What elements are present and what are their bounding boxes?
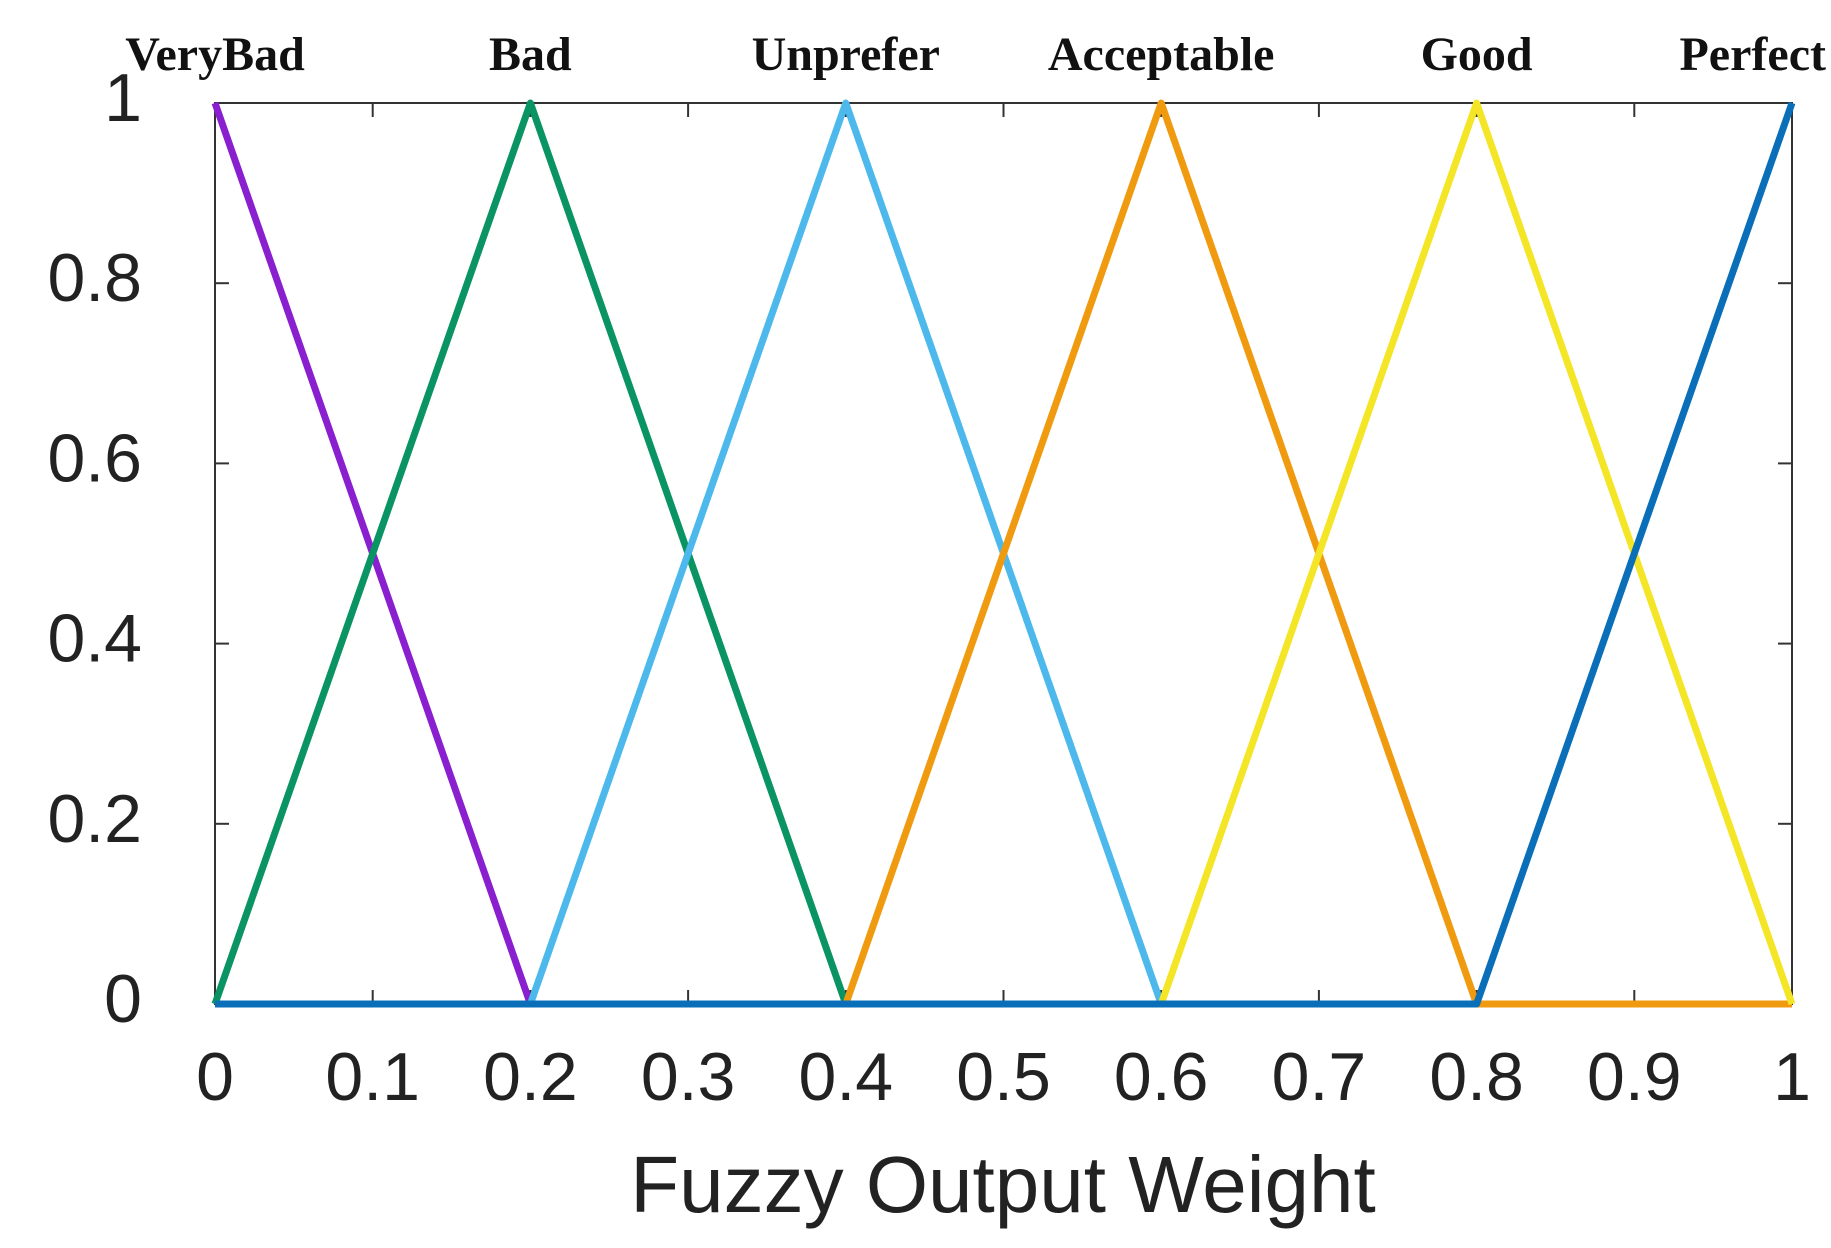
series-label: Good	[1421, 28, 1533, 81]
x-axis-label: Fuzzy Output Weight	[630, 1140, 1376, 1229]
x-tick-label: 0.7	[1272, 1039, 1367, 1115]
x-tick-label: 0.6	[1114, 1039, 1209, 1115]
series-label: Perfect	[1679, 28, 1826, 81]
x-tick-label: 1	[1773, 1039, 1811, 1115]
y-tick-label: 1	[104, 60, 142, 136]
y-tick-label: 0.4	[47, 601, 142, 677]
y-tick-label: 0	[104, 961, 142, 1037]
x-tick-label: 0	[196, 1039, 234, 1115]
x-tick-label: 0.8	[1429, 1039, 1524, 1115]
x-tick-label: 0.1	[325, 1039, 420, 1115]
series-label: VeryBad	[125, 28, 305, 81]
x-tick-label: 0.9	[1587, 1039, 1682, 1115]
series-line	[215, 101, 1796, 1008]
x-tick-label: 0.4	[799, 1039, 894, 1115]
y-tick-label: 0.6	[47, 420, 142, 496]
series-label: Bad	[489, 28, 572, 81]
series-label: Unprefer	[752, 28, 940, 81]
series-line	[215, 99, 1792, 1008]
x-tick-label: 0.5	[956, 1039, 1051, 1115]
x-tick-label: 0.3	[641, 1039, 736, 1115]
series-label: Acceptable	[1048, 28, 1275, 81]
y-tick-label: 0.8	[47, 240, 142, 316]
x-tick-label: 0.2	[483, 1039, 578, 1115]
y-tick-label: 0.2	[47, 781, 142, 857]
